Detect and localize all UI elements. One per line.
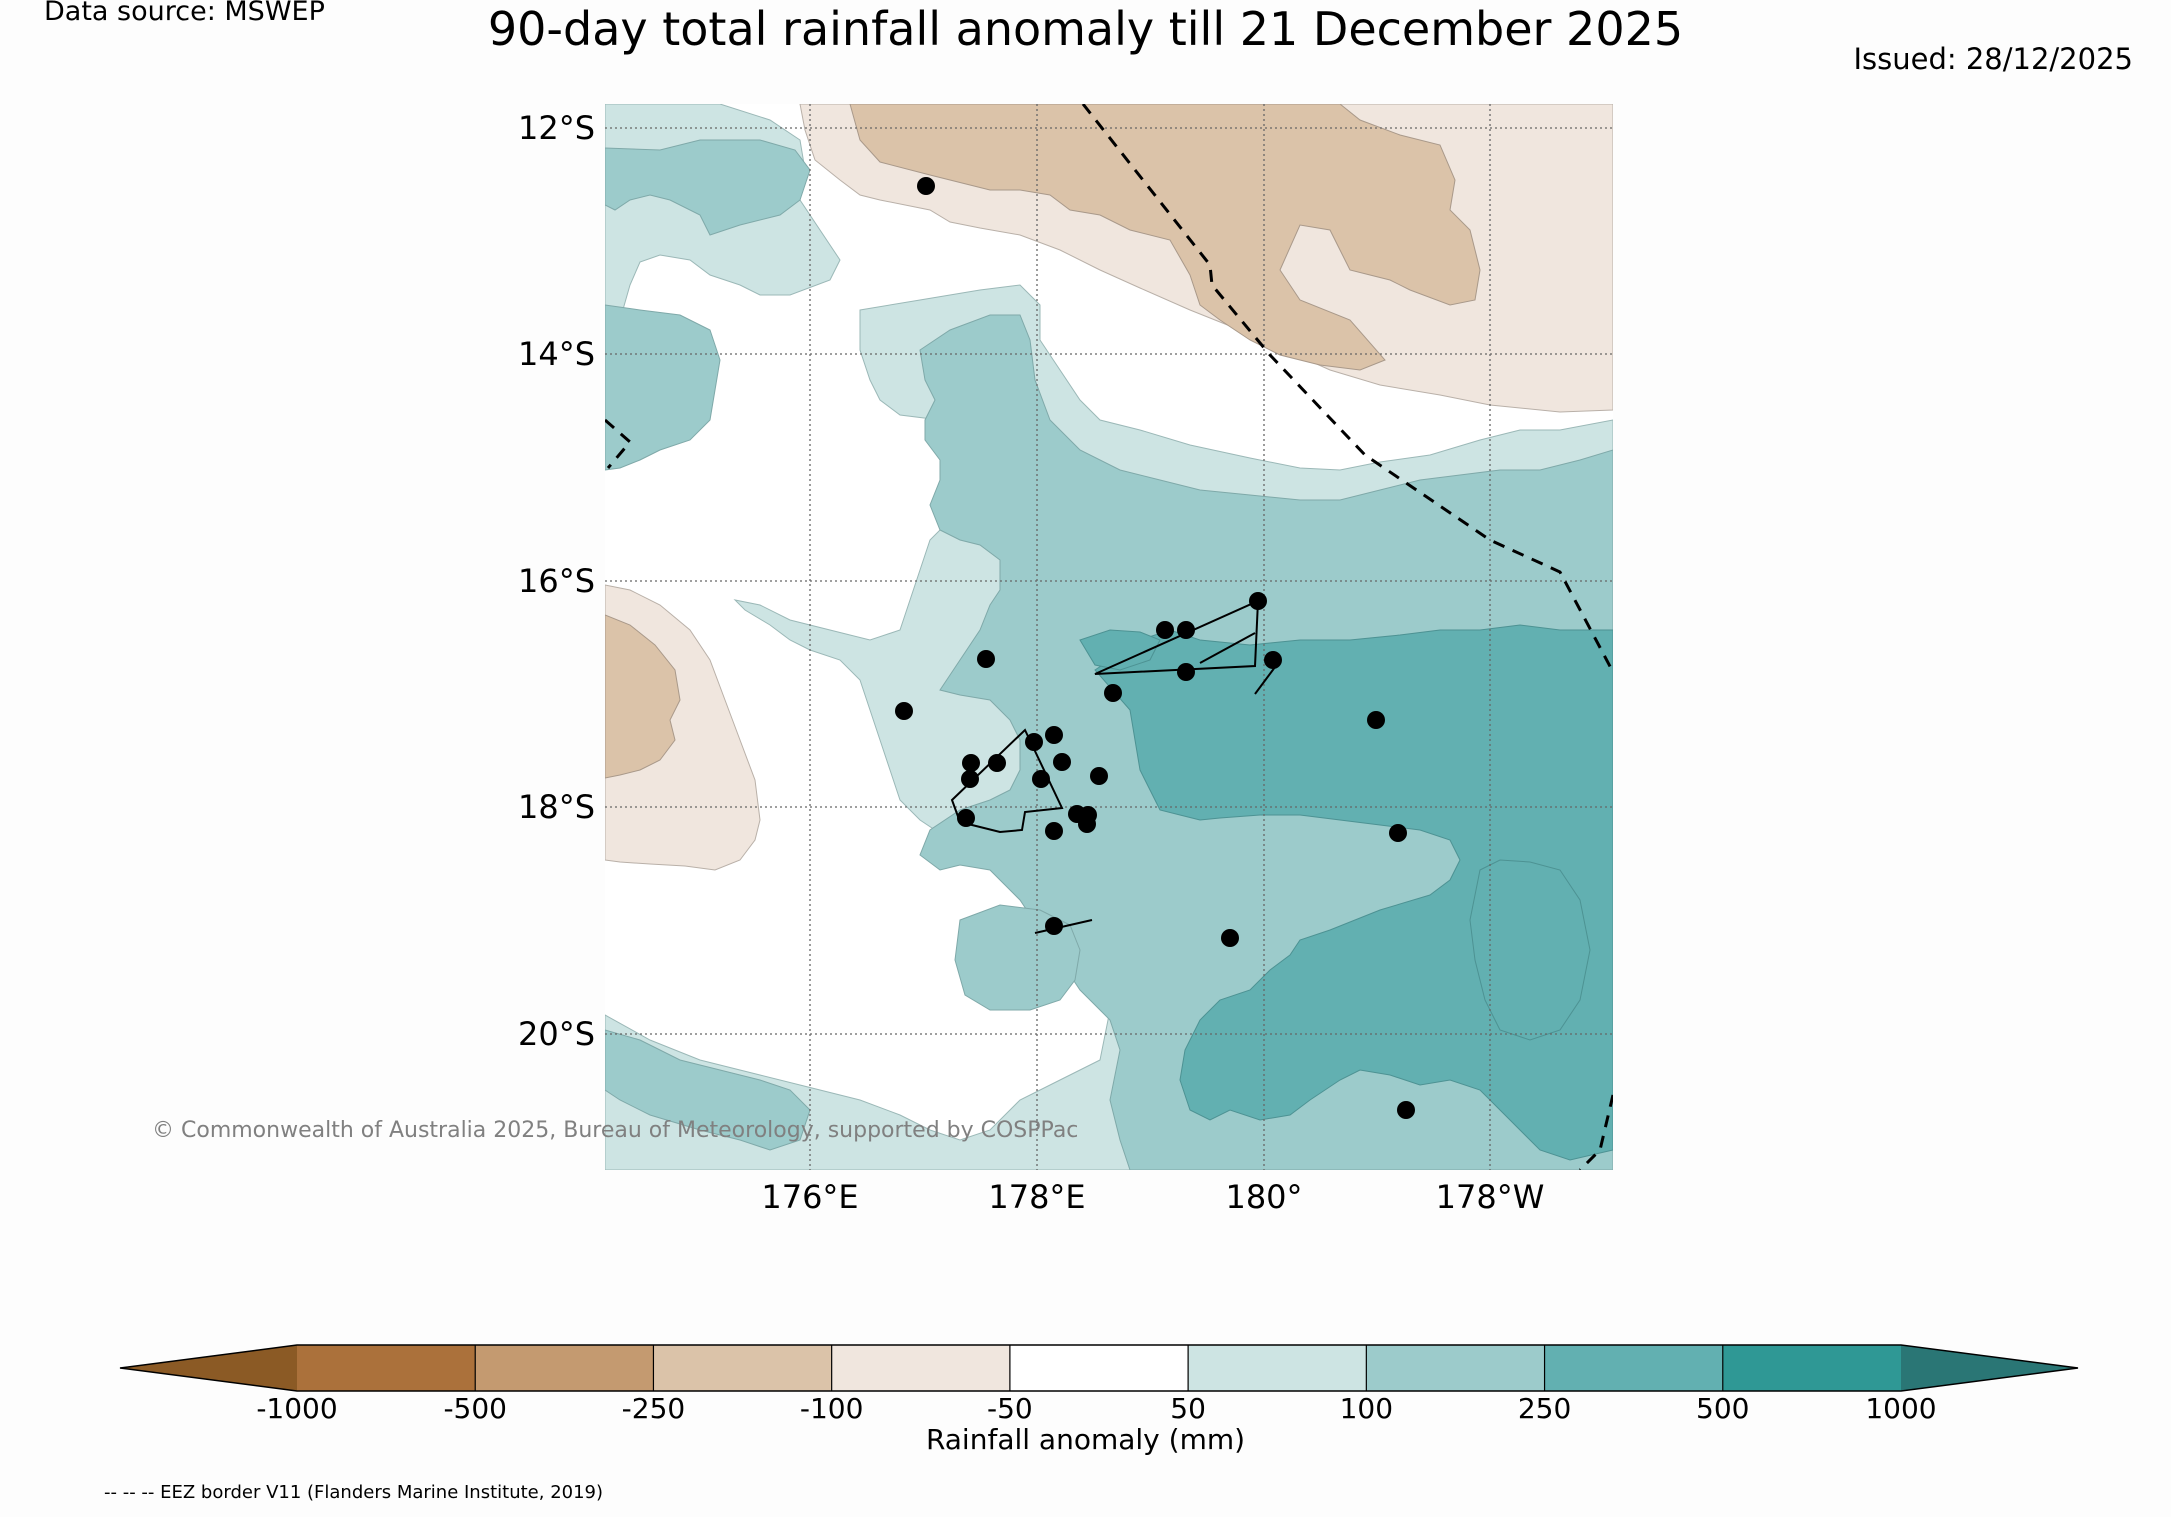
anomaly-region-very-wet [1079,629,1161,671]
colorbar [119,1344,2079,1392]
anomaly-region-very-wet [1094,624,1613,1161]
colorbar-tick-label: -1000 [256,1392,338,1425]
map-panel [605,104,1613,1170]
lat-label-18s: 18°S [518,788,595,826]
colorbar-segment [1722,1345,1901,1391]
colorbar-tick-label: -50 [987,1392,1033,1425]
eez-border [605,104,1613,1170]
colorbar-tick-label: 1000 [1865,1392,1937,1425]
colorbar-segment [1009,1345,1189,1391]
colorbar-segment [297,1345,476,1391]
copyright-notice: © Commonwealth of Australia 2025, Bureau… [152,1118,1079,1143]
lat-label-14s: 14°S [518,335,595,373]
eez-border-note: -- -- -- EEZ border V11 (Flanders Marine… [104,1482,604,1503]
colorbar-tick-label: 500 [1696,1392,1750,1425]
station-markers [895,177,1415,1119]
anomaly-region-dry [849,104,1481,371]
colorbar-segment [475,1345,654,1391]
colorbar-segment [1188,1345,1367,1391]
colorbar-segment [653,1345,832,1391]
colorbar-tick-label: -100 [799,1392,864,1425]
anomaly-region-wet [605,1029,811,1151]
anomaly-region-dry-west-core [605,614,681,779]
data-source-label: Data source: MSWEP [44,0,325,27]
lon-label-178e: 178°E [988,1178,1085,1216]
lat-label-20s: 20°S [518,1015,595,1053]
colorbar-tick-label: -250 [621,1392,686,1425]
chart-title: 90-day total rainfall anomaly till 21 De… [487,2,1684,56]
lat-label-16s: 16°S [518,562,595,600]
issued-date: Issued: 28/12/2025 [1853,42,2133,76]
colorbar-tick-label: -500 [443,1392,507,1425]
colorbar-segment [831,1345,1010,1391]
colorbar-segment [1544,1345,1723,1391]
lon-label-180: 180° [1225,1178,1302,1216]
colorbar-tick-label: 250 [1517,1392,1572,1425]
colorbar-tick-label: 100 [1339,1392,1394,1425]
colorbar-extend-low [120,1345,297,1391]
lat-label-12s: 12°S [518,109,595,147]
colorbar-outline [119,1344,2079,1392]
graticule [605,104,1613,1170]
lon-label-176e: 176°E [761,1178,858,1216]
colorbar-extend-high [1901,1345,2078,1391]
colorbar-title: Rainfall anomaly (mm) [925,1423,1246,1456]
anomaly-region-very-wet [1469,859,1591,1041]
colorbar-segment [1366,1345,1545,1391]
lon-label-178w: 178°W [1436,1178,1545,1216]
anomaly-region-wet [605,304,721,471]
colorbar-tick-label: 50 [1170,1392,1206,1425]
anomaly-region-wet [605,139,811,236]
